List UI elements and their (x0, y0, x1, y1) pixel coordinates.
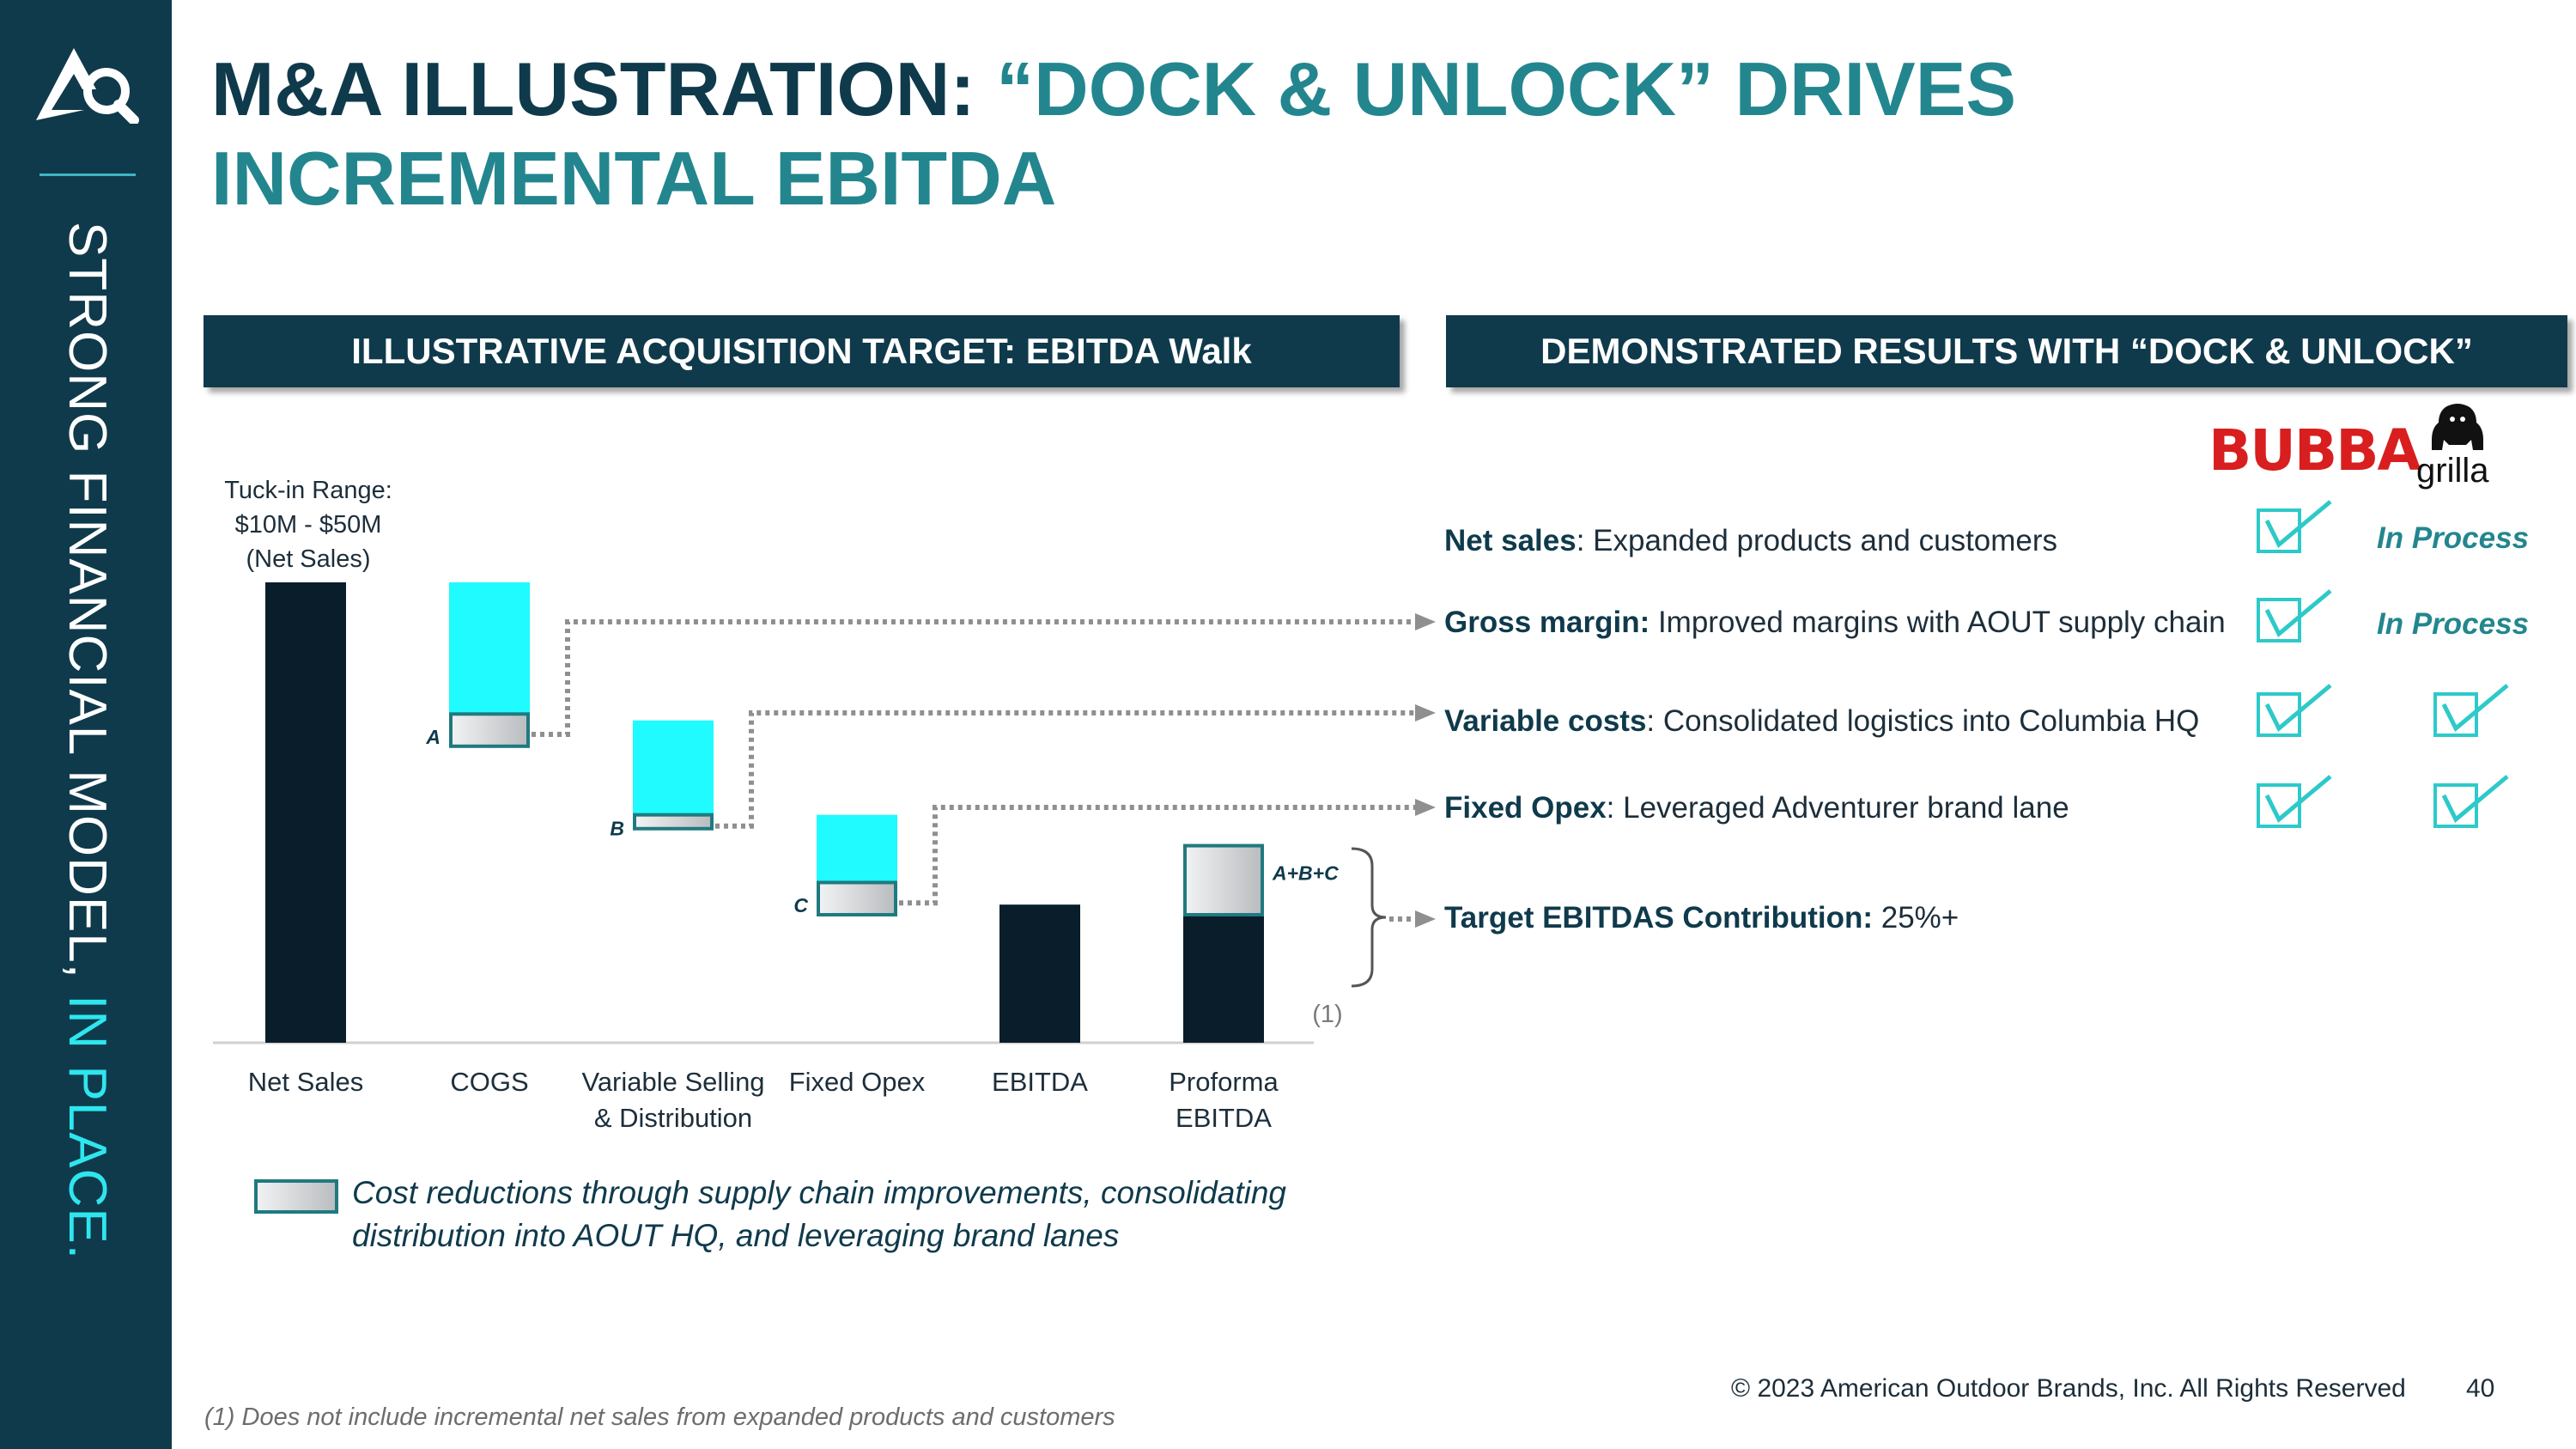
tick-label: Variable Selling (581, 1067, 764, 1097)
footnote-marker: (1) (1312, 1001, 1342, 1028)
check-icon (2257, 684, 2332, 737)
connector-line (899, 805, 1415, 906)
row-variable-costs-text: : Consolidated logistics into Columbia H… (1646, 704, 2200, 738)
row-gross-margin: Gross margin: Improved margins with AOUT… (1444, 606, 2226, 640)
reduction-segment-proforma-ebitda (1183, 843, 1264, 916)
row-fixed-opex: Fixed Opex: Leveraged Adventurer brand l… (1444, 791, 2069, 825)
row-gross-margin-text: Improved margins with AOUT supply chain (1649, 606, 2226, 639)
row-gross-margin-label: Gross margin: (1444, 606, 1650, 639)
tick-label: Fixed Opex (789, 1067, 926, 1097)
bar-ebitda (999, 904, 1080, 1043)
row-target-value: 25%+ (1873, 901, 1959, 935)
legend-text: Cost reductions through supply chain imp… (352, 1172, 1286, 1257)
tick-label: Net Sales (248, 1067, 363, 1097)
connector-arrow-icon (1415, 910, 1436, 928)
footnote: (1) Does not include incremental net sal… (204, 1403, 1115, 1431)
check-icon (2257, 775, 2332, 828)
grilla-logo: grilla (2416, 452, 2489, 490)
check-icon (2433, 775, 2509, 828)
row-net-sales-text: : Expanded products and customers (1576, 524, 2058, 557)
legend-line-2: distribution into AOUT HQ, and leveragin… (352, 1218, 1120, 1253)
connector-arrow-icon (1415, 704, 1436, 721)
sidebar: STRONG FINANCIAL MODEL, IN PLACE. (0, 0, 172, 1449)
tick-label: COGS (450, 1067, 528, 1097)
grilla-net-sales-status: In Process (2377, 521, 2530, 555)
bubba-logo: BUBBA (2208, 417, 2421, 484)
check-icon (2257, 589, 2332, 642)
bracket-shape (1351, 847, 1387, 988)
brand-triangle-logo-icon (36, 48, 139, 124)
bar-variable-selling-distribution (633, 720, 714, 829)
sidebar-tagline-highlight: IN PLACE. (58, 995, 117, 1260)
reduction-segment-fixed-opex (817, 880, 897, 916)
tick-label: Proforma (1169, 1067, 1279, 1097)
sidebar-divider (39, 174, 136, 176)
sidebar-tagline: STRONG FINANCIAL MODEL, IN PLACE. (58, 222, 117, 1260)
reduction-label-stack: A+B+C (1272, 862, 1339, 885)
row-fixed-opex-text: : Leveraged Adventurer brand lane (1606, 791, 2069, 825)
legend-swatch (254, 1179, 338, 1214)
row-net-sales: Net sales: Expanded products and custome… (1444, 524, 2057, 558)
connector-line (532, 619, 1415, 738)
tick-label: EBITDA (1176, 1103, 1272, 1133)
bar-net-sales (265, 582, 346, 1043)
sidebar-tagline-main: STRONG FINANCIAL MODEL, (58, 222, 117, 995)
connector-arrow-icon (1415, 799, 1436, 816)
reduction-segment-variable-selling-distribution (633, 813, 714, 831)
row-variable-costs-label: Variable costs (1444, 704, 1647, 738)
connector-line (715, 710, 1415, 829)
connector-arrow-icon (1415, 613, 1436, 630)
reduction-segment-cogs (449, 712, 530, 748)
page-number: 40 (2466, 1374, 2495, 1403)
tuckin-line-1: Tuck-in Range: (224, 477, 392, 504)
right-panel-header: DEMONSTRATED RESULTS WITH “DOCK & UNLOCK… (1446, 315, 2567, 387)
grilla-gross-margin-status: In Process (2377, 607, 2530, 641)
copyright: © 2023 American Outdoor Brands, Inc. All… (1731, 1374, 2406, 1403)
page-title-lead: M&A ILLUSTRATION: (211, 46, 997, 131)
tuckin-line-3: (Net Sales) (246, 545, 371, 573)
gorilla-icon (2432, 404, 2483, 450)
row-variable-costs: Variable costs: Consolidated logistics i… (1444, 704, 2199, 739)
tick-label: EBITDA (992, 1067, 1088, 1097)
tuckin-range-note: Tuck-in Range: $10M - $50M (Net Sales) (206, 473, 410, 576)
reduction-label-c: C (793, 894, 808, 916)
reduction-label-a: A (425, 726, 440, 748)
bar-proforma-ebitda (1183, 914, 1264, 1043)
page-title-main: “DOCK & UNLOCK” DRIVES INCREMENTAL EBITD… (211, 46, 2017, 221)
row-net-sales-label: Net sales (1444, 524, 1577, 557)
row-fixed-opex-label: Fixed Opex (1444, 791, 1607, 825)
tuckin-line-2: $10M - $50M (234, 511, 382, 539)
check-icon (2433, 684, 2509, 737)
left-panel-header: ILLUSTRATIVE ACQUISITION TARGET: EBITDA … (204, 315, 1400, 387)
check-icon (2257, 500, 2332, 553)
tick-label: & Distribution (594, 1103, 752, 1133)
page-title: M&A ILLUSTRATION: “DOCK & UNLOCK” DRIVES… (211, 45, 2444, 223)
reduction-label-b: B (610, 818, 624, 840)
legend-line-1: Cost reductions through supply chain imp… (352, 1175, 1286, 1210)
row-target-label: Target EBITDAS Contribution: (1444, 901, 1874, 935)
row-target: Target EBITDAS Contribution: 25%+ (1444, 901, 1959, 935)
